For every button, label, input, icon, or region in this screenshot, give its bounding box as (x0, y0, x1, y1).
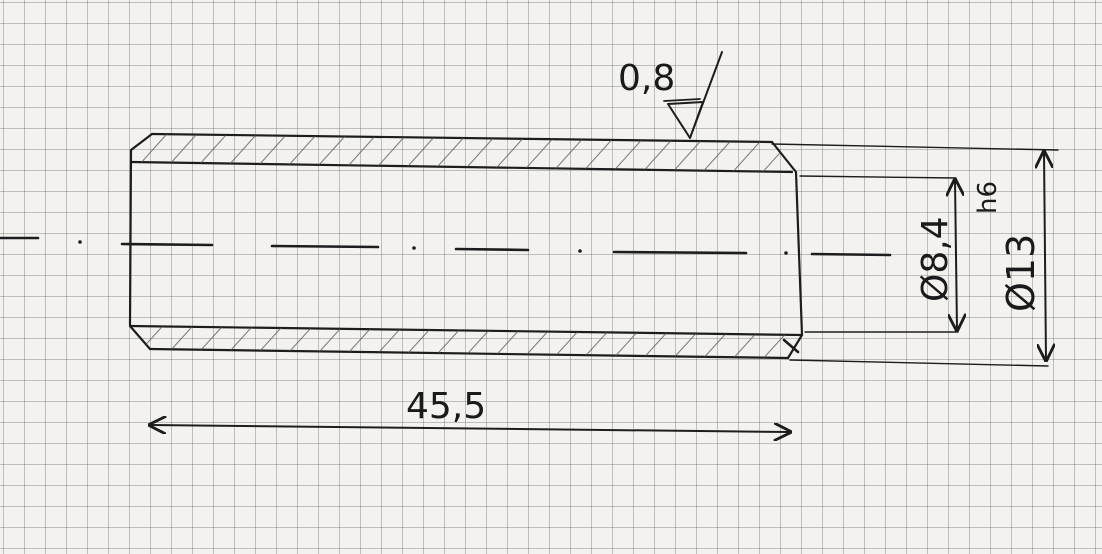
length-dimension: 45,5 (150, 386, 790, 432)
surface-finish-value: 0,8 (618, 58, 675, 99)
outer-diameter-dimension: Ø13 (999, 152, 1046, 360)
center-axis-line (0, 236, 892, 257)
extension-lines (771, 143, 1059, 367)
inner-diameter-tolerance: h6 (973, 181, 1003, 214)
inner-diameter-dimension: Ø8,4 h6 (915, 180, 1003, 330)
length-dimension-value: 45,5 (406, 386, 486, 427)
inner-diameter-value: Ø8,4 (915, 216, 956, 302)
top-wall-hatching (131, 134, 792, 172)
bottom-wall-hatching (130, 326, 801, 358)
outer-diameter-value: Ø13 (999, 234, 1043, 312)
surface-finish-symbol: 0,8 (618, 51, 723, 139)
sleeve-outline (128, 132, 804, 360)
